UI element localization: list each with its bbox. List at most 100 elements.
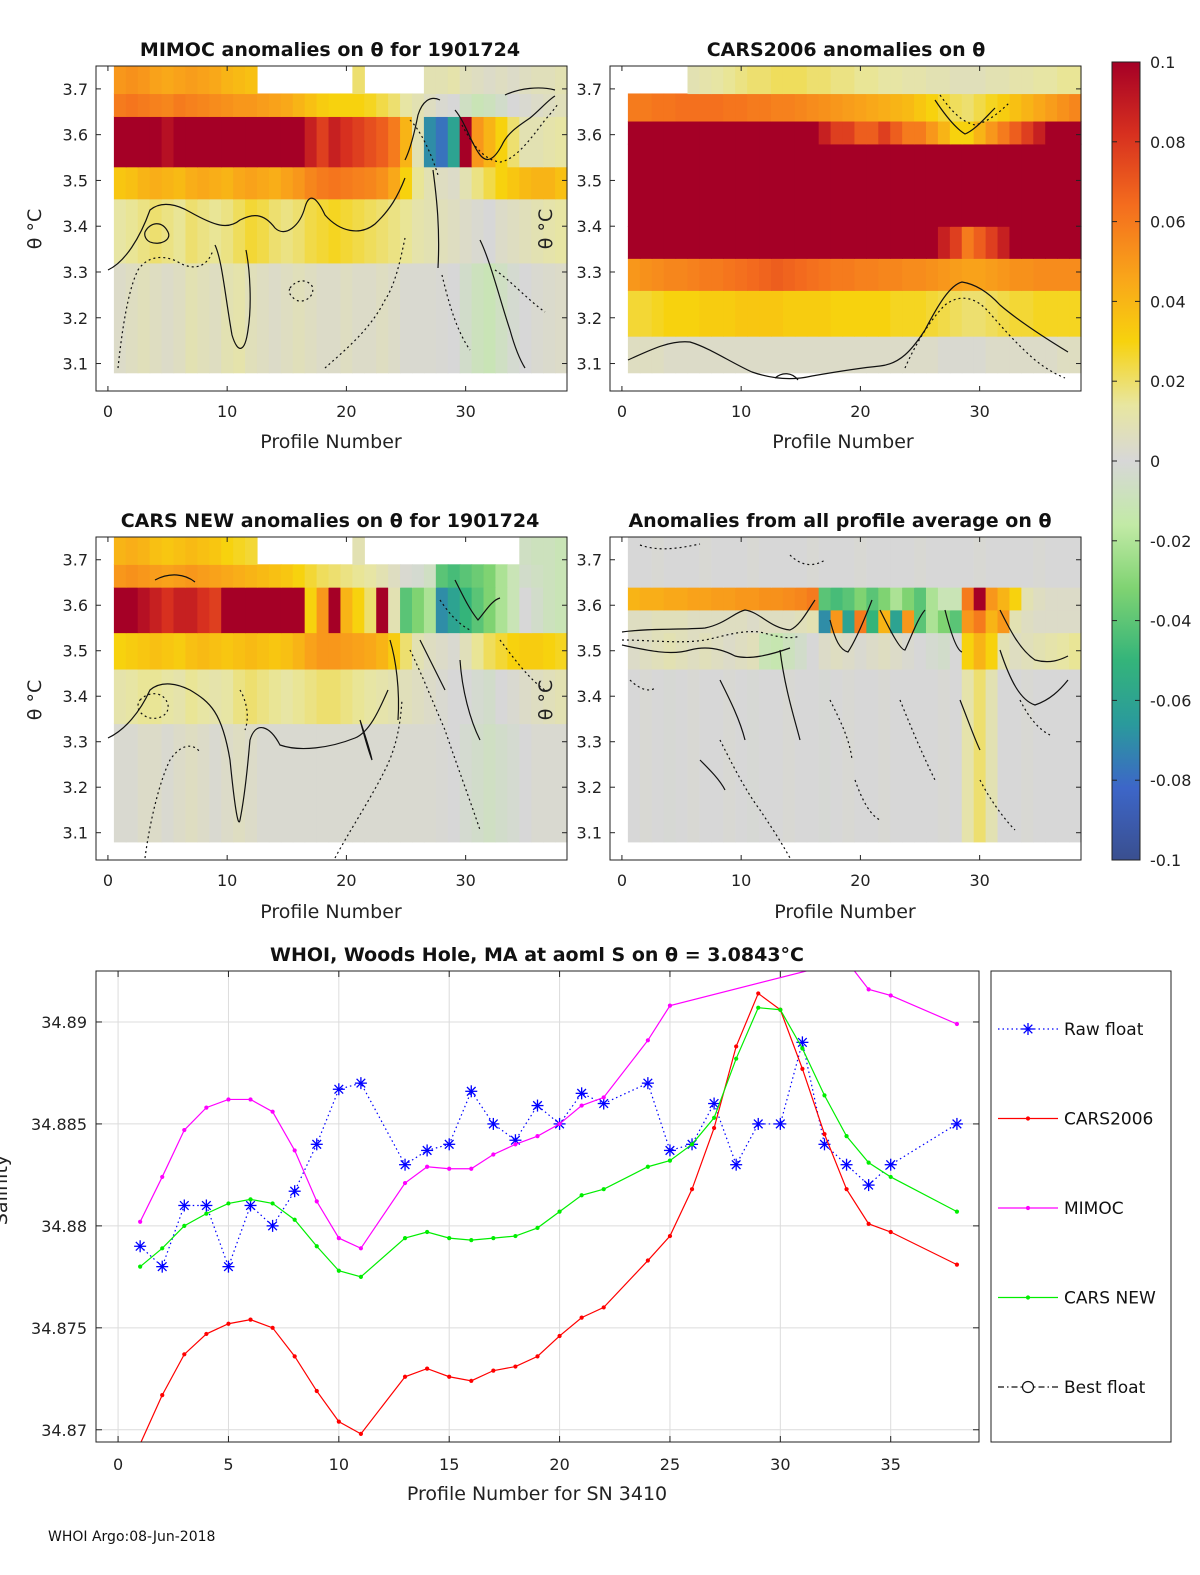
heatmap-cell [435,93,449,117]
heatmap-cell [221,668,234,725]
x-tick-label: 25 [660,1455,680,1474]
heatmap-cell [292,564,306,588]
data-point [336,1419,341,1424]
heatmap-cell [961,290,975,337]
heatmap-cell [794,290,808,337]
heatmap-cell [890,609,903,634]
heatmap-cell [806,258,820,291]
y-tick-label: 3.7 [63,551,88,570]
heatmap-cell [925,609,939,634]
heatmap-cell [914,93,927,122]
heatmap-cell [747,93,760,122]
heatmap-cell [866,290,879,337]
x-tick-label: 30 [455,871,475,890]
data-point [752,1117,765,1130]
heatmap-cell [555,116,568,168]
heatmap-cell [113,166,127,200]
heatmap-cell [806,226,820,259]
heatmap-cell [651,143,665,227]
heatmap-cell [400,116,413,168]
heatmap-cell [555,632,568,670]
heatmap-cell [459,93,473,117]
heatmap-cell [1045,93,1058,122]
heatmap-cell [113,537,127,565]
heatmap-cell [663,258,677,291]
data-point [491,1236,496,1241]
data-point [226,1321,231,1326]
heatmap-cell [830,66,844,95]
heatmap-cell [519,116,532,168]
y-tick-label: 3.2 [63,309,88,328]
heatmap-cell [400,262,413,374]
heatmap-cell [423,116,437,168]
contour-lines [621,599,1069,791]
data-point [513,1142,518,1147]
heatmap-cell [245,537,258,565]
heatmap-cell [352,93,365,117]
heatmap-cell [423,198,437,264]
heatmap-cell [185,632,198,670]
heatmap-cell [316,668,330,725]
y-tick-label: 3.1 [63,355,88,374]
heatmap-cell [818,632,832,670]
x-tick-label: 30 [455,402,475,421]
data-point [270,1109,275,1114]
heatmap-cell [125,668,139,725]
series-lines [134,971,963,1442]
heatmap-cell [543,116,556,168]
heatmap-cell [914,120,927,145]
heatmap-cell [675,143,689,227]
heatmap-cell [627,226,641,259]
heatmap-cell [376,116,389,168]
heatmap-cell [113,723,127,843]
data-point [292,1354,297,1359]
heatmap-cell [495,564,508,588]
heatmap-cell [735,290,748,337]
heatmap-cell [842,609,856,634]
data-point [954,1021,960,1027]
heatmap-cell [699,336,712,374]
heatmap-cell [268,166,282,200]
heatmap-cell [125,723,139,843]
heatmap-cell [937,143,951,227]
heatmap-cell [937,120,951,145]
heatmap-cell [161,723,175,843]
heatmap-cell [878,632,891,670]
heatmap-cell [735,609,748,634]
heatmap-cell [854,258,867,291]
heatmap-cell [675,226,689,259]
heatmap-cell [627,609,641,634]
heatmap-cell [997,632,1011,670]
heatmap-cell [651,537,665,588]
heatmap-cell [1069,632,1082,670]
heatmap-cell [519,93,532,117]
heatmap-cell [770,290,784,337]
heatmap-cell [423,587,437,634]
data-point [248,1197,253,1202]
data-point [950,1117,963,1130]
heatmap-cell [447,587,461,634]
y-tick-label: 3.6 [577,596,602,615]
heatmap-cell [256,723,270,843]
heatmap-cell [1033,66,1046,95]
heatmap-cell [256,632,270,670]
heatmap-cell [890,143,903,227]
heatmap-cell [161,587,175,634]
heatmap-cell [471,564,485,588]
heatmap-cell [902,587,915,611]
data-point [204,1211,209,1216]
heatmap-cell [687,120,701,145]
data-point [354,1077,367,1090]
heatmap-cell [519,723,532,843]
data-point [465,1085,478,1098]
heatmap-cell [507,93,520,117]
heatmap-cell [113,587,127,634]
y-tick-label: 3.7 [63,80,88,99]
heatmap-cell [340,116,353,168]
heatmap-cell [221,723,234,843]
heatmap-cell [245,116,258,168]
heatmap-cell [854,120,867,145]
heatmap-cell [842,537,856,588]
heatmap-cell [878,226,891,259]
heatmap-cell [806,66,820,95]
